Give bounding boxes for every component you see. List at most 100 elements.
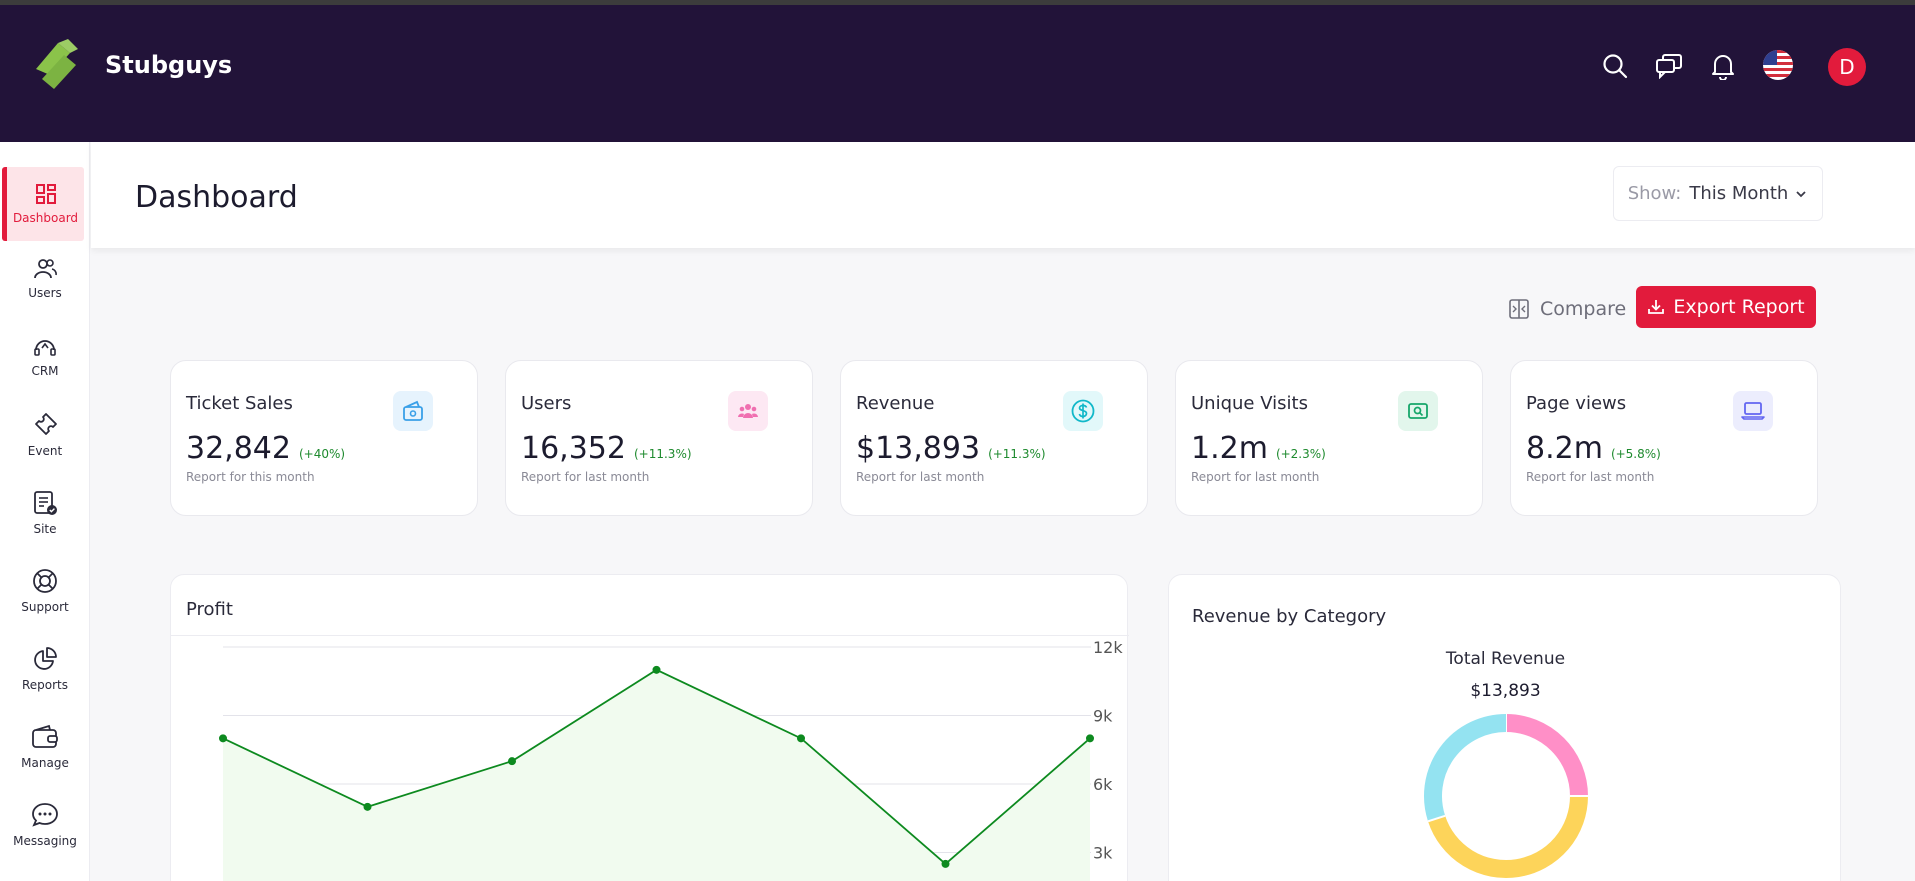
revenue-by-category-title: Revenue by Category (1192, 606, 1387, 627)
profit-panel: Profit 12k 9k 6k 3k (170, 574, 1129, 881)
card-value-wrap: 1.2m (+2.3%) (1191, 431, 1326, 466)
stubguys-logo-icon[interactable] (28, 35, 84, 97)
card-title: Ticket Sales (186, 393, 293, 414)
page-title: Dashboard (135, 180, 298, 215)
export-report-label: Export Report (1673, 296, 1805, 318)
card-value: 8.2m (1526, 431, 1603, 466)
y-tick-label: 9k (1093, 707, 1113, 726)
profit-point (652, 665, 661, 674)
sidebar-item-reports[interactable]: Reports (0, 632, 90, 706)
sidebar-item-support[interactable]: Support (0, 554, 90, 628)
sidebar-item-label: Event (27, 444, 63, 458)
messages-icon[interactable] (1654, 51, 1684, 81)
stat-card-unique-visits[interactable]: Unique Visits 1.2m (+2.3%) Report for las… (1175, 360, 1483, 516)
sidebar-item-users[interactable]: Users (0, 242, 90, 316)
sidebar-item-dashboard[interactable]: Dashboard (2, 167, 84, 241)
sidebar-item-label: Users (28, 286, 62, 300)
profit-point (797, 734, 805, 743)
period-select-label: Show: (1627, 183, 1682, 204)
card-value-wrap: 16,352 (+11.3%) (521, 431, 692, 466)
sidebar-item-label: Reports (21, 678, 69, 692)
card-title: Unique Visits (1191, 393, 1308, 414)
export-report-button[interactable]: Export Report (1636, 286, 1816, 328)
profit-chart: 12k 9k 6k 3k (219, 638, 1123, 881)
sidebar-item-label: CRM (31, 364, 59, 378)
stat-card-revenue[interactable]: Revenue $13,893 (+11.3%) Report for last … (840, 360, 1148, 516)
ticket-icon (35, 413, 57, 435)
page-header: Dashboard Show: This Month (91, 142, 1915, 248)
dashboard-icon (35, 184, 56, 204)
top-header: Stubguys D (0, 5, 1915, 142)
card-value-wrap: 32,842 (+40%) (186, 431, 345, 466)
card-subtitle: Report for last month (856, 470, 985, 484)
revenue-donut-chart (1424, 714, 1588, 878)
card-value: 32,842 (186, 431, 291, 466)
profit-point (508, 757, 516, 766)
wallet-icon (32, 724, 58, 748)
card-subtitle: Report for this month (186, 470, 315, 484)
stat-card-page-views[interactable]: Page views 8.2m (+5.8%) Report for last m… (1510, 360, 1818, 516)
sidebar-item-label: Manage (21, 756, 69, 770)
sidebar-item-site[interactable]: Site (0, 476, 90, 550)
lifebuoy-icon (33, 569, 57, 593)
download-icon (1648, 300, 1665, 314)
sidebar: Dashboard Users CRM Event Site Support R… (0, 142, 90, 881)
us-flag-icon[interactable] (1761, 48, 1795, 82)
profit-point (363, 802, 372, 811)
donut-slice (1428, 795, 1588, 878)
y-tick-label: 12k (1093, 638, 1123, 657)
avatar[interactable]: D (1828, 48, 1866, 86)
search-icon[interactable] (1600, 51, 1630, 81)
y-tick-label: 3k (1093, 844, 1113, 863)
compare-button[interactable]: Compare (1508, 294, 1626, 324)
stat-card-ticket-sales[interactable]: Ticket Sales 32,842 (+40%) Report for thi… (170, 360, 478, 516)
pie-chart-icon (34, 647, 57, 670)
profit-area (223, 669, 1090, 881)
sidebar-item-label: Site (33, 522, 57, 536)
sidebar-item-label: Support (21, 600, 69, 614)
revenue-by-category-panel: Revenue by Category Total Revenue $13,89… (1168, 574, 1841, 881)
card-value: $13,893 (856, 431, 981, 466)
sidebar-item-manage[interactable]: Manage (0, 710, 90, 784)
bell-icon[interactable] (1708, 51, 1738, 81)
card-value-wrap: 8.2m (+5.8%) (1526, 431, 1661, 466)
card-change: (+5.8%) (1610, 447, 1661, 461)
card-subtitle: Report for last month (521, 470, 650, 484)
total-revenue-label: Total Revenue (1445, 649, 1566, 669)
crm-icon (34, 340, 56, 356)
card-title: Users (521, 393, 572, 414)
donut-slice (1424, 714, 1507, 822)
sidebar-item-event[interactable]: Event (0, 398, 90, 472)
period-select-value: This Month (1689, 183, 1789, 204)
card-title: Revenue (856, 393, 935, 414)
chevron-down-icon (1796, 190, 1806, 197)
stat-card-users[interactable]: Users 16,352 (+11.3%) Report for last mon… (505, 360, 813, 516)
card-subtitle: Report for last month (1526, 470, 1655, 484)
period-select[interactable]: Show: This Month (1613, 166, 1823, 221)
profit-point (219, 734, 227, 743)
card-change: (+2.3%) (1275, 447, 1326, 461)
sidebar-item-label: Dashboard (12, 211, 79, 225)
total-revenue-value: $13,893 (1470, 681, 1541, 701)
site-icon (34, 491, 57, 515)
card-value: 1.2m (1191, 431, 1268, 466)
users-icon (34, 259, 57, 279)
card-value: 16,352 (521, 431, 626, 466)
visit-icon (1398, 391, 1438, 431)
laptop-icon (1733, 391, 1773, 431)
chat-icon (32, 803, 58, 827)
divider (171, 635, 1129, 636)
window-top-strip (0, 0, 1915, 5)
brand-name[interactable]: Stubguys (105, 51, 233, 79)
donut-separator (1427, 814, 1446, 823)
card-change: (+11.3%) (633, 447, 692, 461)
sidebar-item-label: Messaging (13, 834, 77, 848)
sidebar-item-messaging[interactable]: Messaging (0, 788, 90, 862)
sidebar-item-crm[interactable]: CRM (0, 320, 90, 394)
compare-label: Compare (1540, 298, 1627, 320)
users-group-icon (728, 391, 768, 431)
profit-point (1086, 734, 1094, 743)
card-change: (+40%) (298, 447, 346, 461)
y-tick-label: 6k (1093, 775, 1113, 794)
ticket-cash-icon (393, 391, 433, 431)
